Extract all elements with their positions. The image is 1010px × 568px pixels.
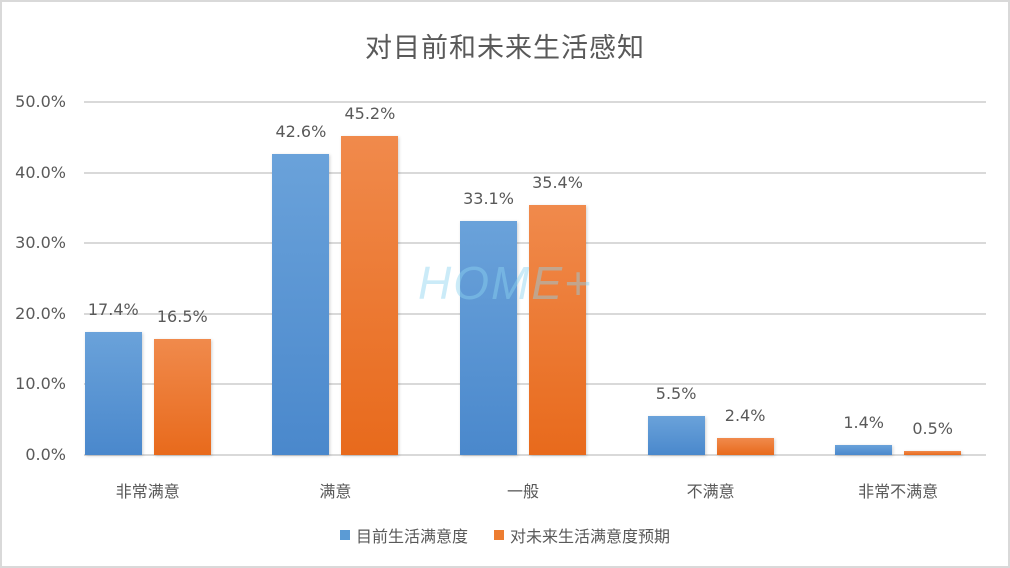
- data-label: 16.5%: [156, 306, 208, 326]
- bar-current[interactable]: [272, 154, 330, 455]
- legend-swatch-blue-icon: [339, 530, 350, 540]
- bar-future[interactable]: [341, 135, 399, 455]
- x-category-label: 一般: [506, 482, 539, 501]
- y-tick-label: 20.0%: [15, 303, 66, 323]
- bar-current[interactable]: [84, 332, 142, 455]
- legend-swatch-orange-icon: [494, 530, 504, 540]
- gridline: [84, 454, 986, 456]
- data-label: 45.2%: [344, 103, 396, 123]
- y-tick-label: 10.0%: [15, 374, 66, 394]
- legend-label: 目前生活满意度: [355, 527, 468, 546]
- bar-current[interactable]: [647, 416, 705, 455]
- gridline: [84, 101, 986, 103]
- x-category-label: 非常不满意: [858, 482, 939, 501]
- y-tick-label: 50.0%: [15, 92, 66, 111]
- data-label: 0.5%: [912, 419, 954, 439]
- legend-item-current[interactable]: 目前生活满意度: [339, 523, 468, 547]
- chart-title: 对目前和未来生活感知: [365, 33, 645, 64]
- data-label: 33.1%: [463, 189, 514, 209]
- gridline: [84, 171, 986, 174]
- legend-item-future[interactable]: 对未来生活满意度预期: [494, 523, 670, 547]
- legend: 目前生活满意度 对未来生活满意度预期: [0, 523, 1010, 547]
- data-label: 2.4%: [724, 406, 766, 426]
- bar-current[interactable]: [835, 445, 893, 455]
- bar-future[interactable]: [529, 205, 586, 455]
- bar-future[interactable]: [153, 338, 211, 455]
- data-label: 1.4%: [843, 413, 885, 433]
- data-label: 5.5%: [655, 384, 697, 404]
- bar-future[interactable]: [904, 451, 962, 455]
- data-label: 42.6%: [275, 122, 327, 142]
- x-category-label: 非常满意: [115, 482, 180, 501]
- bar-future[interactable]: [716, 438, 774, 455]
- x-category-label: 满意: [319, 482, 352, 501]
- bar-current[interactable]: [460, 221, 517, 455]
- y-tick-label: 0.0%: [25, 445, 66, 464]
- legend-label: 对未来生活满意度预期: [510, 527, 671, 546]
- y-tick-label: 40.0%: [15, 162, 66, 182]
- data-label: 17.4%: [87, 300, 139, 320]
- y-tick-label: 30.0%: [15, 233, 66, 253]
- x-category-label: 不满意: [686, 482, 735, 501]
- data-label: 35.4%: [532, 173, 583, 193]
